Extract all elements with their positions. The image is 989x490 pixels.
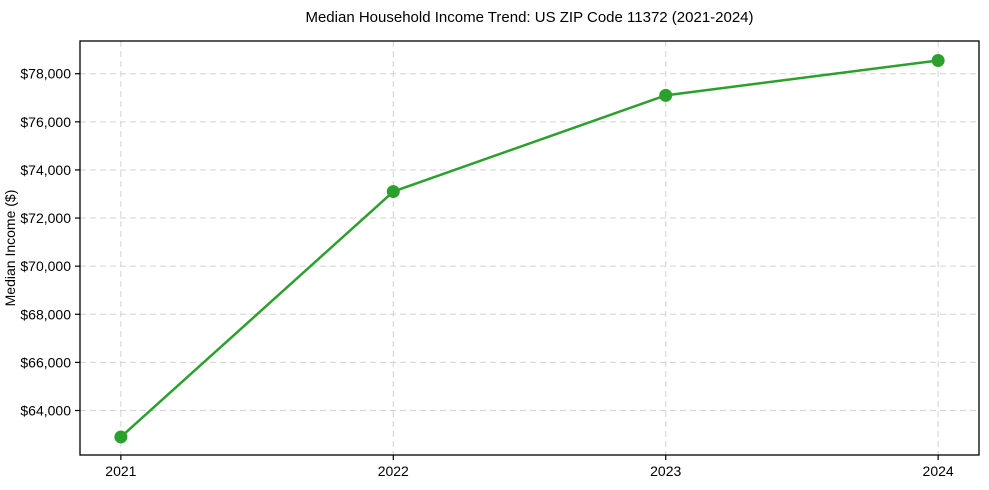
data-point-marker bbox=[659, 88, 673, 102]
data-point-marker bbox=[386, 185, 400, 199]
y-tick-label: $64,000 bbox=[20, 402, 71, 418]
tick-label-layer: $64,000 $66,000 $68,000 $70,000 $72,000 $74,0… bbox=[20, 66, 954, 479]
data-point-marker bbox=[931, 53, 945, 67]
x-tick-label: 2023 bbox=[650, 463, 681, 479]
tick-layer bbox=[75, 73, 939, 460]
y-tick-label: $72,000 bbox=[20, 210, 71, 226]
plot-border bbox=[79, 40, 980, 456]
y-tick-label: $78,000 bbox=[20, 66, 71, 82]
y-tick-label: $66,000 bbox=[20, 354, 71, 370]
y-tick-label: $70,000 bbox=[20, 258, 71, 274]
y-axis-label: Median Income ($) bbox=[2, 190, 18, 307]
grid-layer bbox=[80, 41, 979, 455]
data-point-marker bbox=[114, 430, 128, 444]
x-tick-label: 2024 bbox=[923, 463, 954, 479]
y-tick-label: $74,000 bbox=[20, 162, 71, 178]
y-tick-label: $76,000 bbox=[20, 114, 71, 130]
chart-title: Median Household Income Trend: US ZIP Co… bbox=[305, 9, 753, 26]
x-tick-label: 2021 bbox=[105, 463, 136, 479]
x-tick-label: 2022 bbox=[378, 463, 409, 479]
y-tick-label: $68,000 bbox=[20, 306, 71, 322]
income-trend-line bbox=[119, 59, 940, 439]
series-layer bbox=[114, 53, 945, 444]
